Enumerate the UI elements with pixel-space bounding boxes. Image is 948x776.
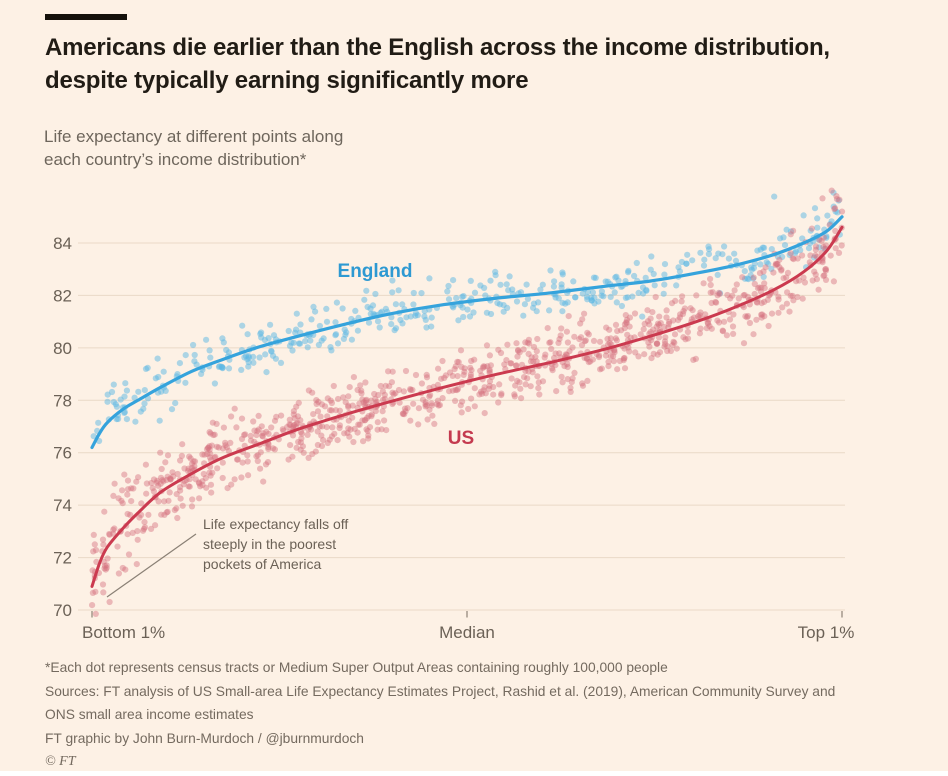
y-axis-labels: 70 72 74 76 78 80 82 84 bbox=[53, 234, 72, 620]
y-tick-label-82: 82 bbox=[53, 286, 72, 305]
annotation: Life expectancy falls off steeply in the… bbox=[203, 516, 348, 572]
footnote-sources-2: ONS small area income estimates bbox=[45, 707, 254, 722]
annotation-line-3: pockets of America bbox=[203, 556, 321, 572]
footnote-definition: *Each dot represents census tracts or Me… bbox=[45, 660, 668, 675]
us-series-label: US bbox=[448, 428, 474, 449]
y-tick-label-76: 76 bbox=[53, 444, 72, 463]
annotation-line-2: steeply in the poorest bbox=[203, 536, 336, 552]
title-line-2: despite typically earning significantly … bbox=[45, 67, 529, 94]
x-axis-ticks bbox=[91, 611, 843, 618]
subtitle-line-1: Life expectancy at different points alon… bbox=[44, 127, 344, 146]
x-tick-label-2: Top 1% bbox=[798, 623, 855, 642]
annotation-line-1: Life expectancy falls off bbox=[203, 516, 348, 532]
footnote-credit: FT graphic by John Burn-Murdoch / @jburn… bbox=[45, 730, 364, 746]
england-series-label: England bbox=[338, 261, 413, 282]
page-title: Americans die earlier than the English a… bbox=[45, 31, 830, 97]
header-accent-bar bbox=[45, 14, 127, 20]
footnote-copyright: © FT bbox=[45, 754, 76, 769]
y-tick-label-78: 78 bbox=[53, 391, 72, 410]
x-tick-label-1: Median bbox=[439, 623, 495, 642]
y-tick-label-84: 84 bbox=[53, 234, 72, 253]
y-tick-label-70: 70 bbox=[53, 601, 72, 620]
y-tick-label-74: 74 bbox=[53, 496, 72, 515]
footnotes: *Each dot represents census tracts or Me… bbox=[45, 656, 835, 774]
title-line-1: Americans die earlier than the English a… bbox=[45, 34, 830, 61]
x-axis-labels: Bottom 1% Median Top 1% bbox=[82, 623, 854, 642]
england-trend-line bbox=[90, 215, 844, 450]
y-tick-label-72: 72 bbox=[53, 549, 72, 568]
x-tick-label-0: Bottom 1% bbox=[82, 623, 165, 642]
chart-subtitle: Life expectancy at different points alon… bbox=[44, 125, 343, 171]
footnote-sources-1: Sources: FT analysis of US Small-area Li… bbox=[45, 683, 836, 699]
subtitle-line-2: each country’s income distribution* bbox=[44, 150, 307, 169]
england-dots bbox=[90, 189, 843, 445]
us-trend-line bbox=[90, 225, 844, 588]
annotation-leader-line bbox=[106, 533, 197, 598]
gridlines bbox=[78, 242, 845, 611]
bottom-edge bbox=[0, 771, 948, 776]
y-tick-label-80: 80 bbox=[53, 339, 72, 358]
